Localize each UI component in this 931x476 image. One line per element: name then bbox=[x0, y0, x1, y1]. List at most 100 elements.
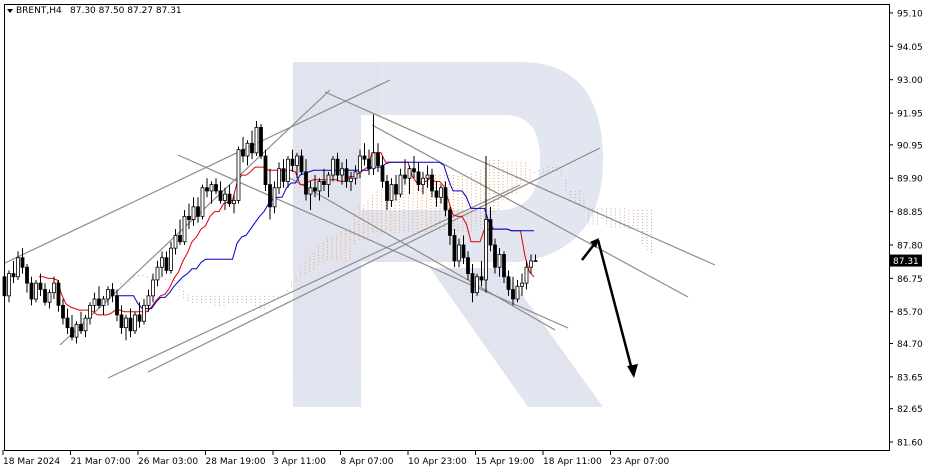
candle bbox=[353, 165, 358, 185]
y-tick-label: 95.10 bbox=[897, 9, 923, 19]
cloud-dot bbox=[336, 250, 337, 252]
cloud-dot bbox=[201, 301, 202, 303]
cloud-dot bbox=[385, 210, 387, 212]
cloud-dot bbox=[376, 212, 378, 214]
cloud-dot bbox=[394, 207, 396, 209]
cloud-dot bbox=[426, 179, 427, 181]
cloud-dot bbox=[196, 301, 198, 303]
cloud-dot bbox=[313, 255, 315, 257]
candle-body bbox=[376, 152, 380, 166]
cloud-dot bbox=[570, 190, 571, 192]
cloud-dot bbox=[394, 204, 396, 206]
cloud-dot bbox=[232, 301, 234, 303]
cloud-dot bbox=[376, 191, 378, 193]
forecast-arrow-down-shaft bbox=[596, 239, 634, 371]
cloud-dot bbox=[318, 263, 319, 265]
cloud-dot bbox=[489, 183, 490, 185]
cloud-dot bbox=[426, 209, 427, 211]
cloud-dot bbox=[205, 298, 207, 300]
cloud-dot bbox=[610, 220, 612, 222]
cloud-dot bbox=[241, 298, 243, 300]
cloud-dot bbox=[570, 193, 571, 195]
cloud-dot bbox=[489, 216, 490, 218]
cloud-dot bbox=[439, 220, 441, 222]
cloud-dot bbox=[480, 191, 481, 193]
cloud-dot bbox=[394, 195, 396, 197]
candle bbox=[380, 155, 385, 188]
cloud-dot bbox=[385, 213, 387, 215]
cloud-dot bbox=[628, 225, 630, 227]
cloud-dot bbox=[475, 213, 477, 215]
cloud-dot bbox=[354, 243, 355, 245]
cloud-dot bbox=[457, 205, 459, 207]
cloud-dot bbox=[273, 295, 274, 297]
cloud-dot bbox=[574, 193, 576, 195]
cloud-dot bbox=[219, 304, 220, 306]
cloud-dot bbox=[426, 197, 427, 199]
candle bbox=[169, 241, 173, 274]
cloud-dot bbox=[462, 223, 463, 225]
cloud-dot bbox=[471, 194, 472, 196]
cloud-dot bbox=[408, 221, 409, 223]
cloud-dot bbox=[642, 213, 643, 215]
cloud-dot bbox=[426, 182, 427, 184]
cloud-dot bbox=[408, 215, 409, 217]
cloud-dot bbox=[358, 233, 360, 235]
cloud-dot bbox=[385, 225, 387, 227]
cloud-dot bbox=[417, 221, 418, 223]
ohlc-label: 87.30 87.50 87.27 87.31 bbox=[70, 6, 182, 16]
candle bbox=[110, 283, 115, 303]
cloud-dot bbox=[403, 230, 405, 232]
x-axis: 18 Mar 2024 21 Mar 07:00 26 Mar 03:00 28 Ma… bbox=[2, 450, 669, 467]
cloud-dot bbox=[313, 258, 315, 260]
cloud-dot bbox=[516, 171, 517, 173]
candle-body bbox=[164, 257, 169, 271]
cloud-dot bbox=[349, 259, 351, 261]
cloud-dot bbox=[610, 223, 612, 225]
cloud-dot bbox=[475, 177, 477, 179]
cloud-dot bbox=[223, 298, 225, 300]
cloud-dot bbox=[502, 187, 504, 189]
cloud-dot bbox=[610, 226, 612, 228]
candle bbox=[79, 311, 83, 334]
cloud-dot bbox=[493, 198, 495, 200]
cloud-dot bbox=[480, 185, 481, 187]
cloud-dot bbox=[475, 225, 477, 227]
cloud-dot bbox=[372, 200, 373, 202]
candle-body bbox=[182, 215, 187, 243]
cloud-dot bbox=[340, 249, 342, 251]
candle-body bbox=[241, 149, 245, 157]
cloud-dot bbox=[435, 220, 436, 222]
cloud-dot bbox=[633, 225, 634, 227]
cloud-dot bbox=[475, 216, 477, 218]
cloud-dot bbox=[394, 222, 396, 224]
dropdown-triangle-icon[interactable] bbox=[7, 9, 13, 13]
cloud-dot bbox=[498, 183, 499, 185]
cloud-dot bbox=[223, 304, 225, 306]
candle bbox=[47, 289, 52, 309]
cloud-dot bbox=[394, 213, 396, 215]
cloud-dot bbox=[547, 170, 549, 172]
cloud-dot bbox=[367, 209, 369, 211]
cloud-dot bbox=[367, 203, 369, 205]
cloud-dot bbox=[588, 214, 589, 216]
cloud-dot bbox=[381, 213, 382, 215]
cloud-dot bbox=[408, 185, 409, 187]
x-tick-label: 26 Mar 03:00 bbox=[138, 457, 198, 467]
candle-body bbox=[227, 193, 232, 205]
x-tick-label: 28 Mar 19:00 bbox=[206, 457, 266, 467]
cloud-dot bbox=[444, 211, 445, 213]
cloud-dot bbox=[390, 202, 391, 204]
cloud-dot bbox=[232, 295, 234, 297]
cloud-dot bbox=[313, 267, 315, 269]
cloud-dot bbox=[412, 195, 414, 197]
cloud-dot bbox=[507, 162, 508, 164]
cloud-dot bbox=[637, 213, 639, 215]
candle-body bbox=[209, 184, 214, 192]
cloud-dot bbox=[493, 180, 495, 182]
candle bbox=[529, 254, 533, 274]
cloud-dot bbox=[363, 229, 364, 231]
cloud-dot bbox=[430, 220, 432, 222]
cloud-dot bbox=[471, 230, 472, 232]
candle bbox=[178, 219, 182, 245]
